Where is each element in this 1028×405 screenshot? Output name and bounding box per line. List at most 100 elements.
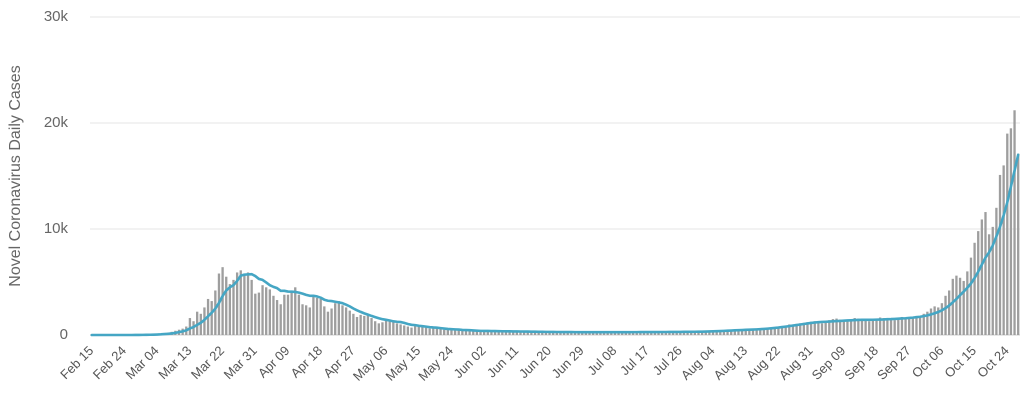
x-tick-label: Jun 02 — [450, 343, 488, 381]
bar — [464, 330, 468, 335]
bar — [515, 332, 519, 335]
bar — [548, 331, 551, 335]
bars — [126, 110, 1020, 335]
bar — [243, 273, 246, 335]
bar — [726, 330, 729, 335]
bar — [450, 329, 453, 335]
bar — [562, 332, 566, 335]
x-tick-label: Sep 09 — [809, 343, 849, 383]
bar — [657, 332, 660, 335]
bar — [842, 320, 845, 335]
bar — [573, 332, 577, 335]
bar — [326, 311, 330, 335]
bar — [559, 332, 562, 335]
bar — [646, 331, 649, 335]
bar — [519, 331, 522, 335]
bar — [225, 276, 228, 335]
x-tick-label: May 06 — [350, 343, 391, 384]
bar — [239, 270, 242, 335]
bar — [399, 324, 402, 335]
bar — [257, 292, 261, 335]
bar — [788, 324, 791, 335]
bar — [759, 329, 762, 335]
bar — [1006, 133, 1009, 335]
bar — [908, 318, 911, 335]
x-tick-label: Apr 09 — [255, 343, 293, 381]
bar — [886, 319, 889, 335]
y-tick-label: 20k — [44, 114, 69, 131]
y-tick-label: 30k — [44, 8, 69, 25]
bar — [675, 332, 678, 335]
bar — [795, 323, 798, 335]
bar — [196, 311, 199, 335]
bar — [849, 319, 853, 335]
bar — [428, 328, 431, 335]
bar — [682, 331, 686, 335]
bar — [446, 329, 449, 335]
bar — [232, 279, 235, 335]
bar — [312, 296, 315, 335]
bar — [319, 298, 322, 335]
bar — [304, 305, 308, 335]
bar — [384, 320, 388, 335]
bar — [526, 331, 529, 335]
bar — [188, 318, 192, 335]
bar — [715, 330, 718, 335]
x-tick-label: Aug 13 — [711, 343, 751, 383]
x-tick-label: Sep 18 — [841, 343, 881, 383]
x-tick-label: Oct 15 — [941, 343, 979, 381]
bar — [889, 319, 893, 335]
bar — [755, 329, 758, 335]
bar — [246, 272, 250, 335]
bar — [751, 329, 755, 335]
bar — [497, 331, 500, 335]
bar — [878, 317, 882, 335]
bar — [566, 332, 569, 335]
bar — [228, 284, 232, 335]
bar — [769, 327, 773, 335]
bar — [413, 325, 417, 335]
bar — [918, 316, 922, 335]
bar — [486, 330, 489, 335]
bar — [341, 305, 344, 335]
bar — [820, 323, 824, 335]
bar — [987, 234, 991, 335]
bar — [613, 332, 617, 335]
x-tick-label: Sep 27 — [874, 343, 914, 383]
bar — [530, 331, 533, 335]
bar — [261, 285, 264, 335]
bar — [461, 330, 464, 335]
bar — [1009, 128, 1013, 335]
bar — [279, 304, 282, 335]
bar — [544, 331, 548, 335]
bar — [762, 328, 766, 335]
bar — [453, 330, 457, 335]
bar — [570, 331, 573, 335]
bar — [355, 316, 359, 335]
bar — [555, 332, 558, 335]
bar — [403, 325, 406, 335]
bar — [868, 321, 871, 335]
bar — [588, 332, 591, 335]
bar — [693, 331, 697, 335]
bar — [922, 313, 925, 335]
bar — [940, 303, 944, 335]
bar — [272, 295, 275, 335]
bar — [221, 267, 224, 335]
bar — [813, 321, 816, 335]
bar — [635, 332, 638, 335]
bar — [784, 325, 787, 335]
x-tick-label: Aug 04 — [678, 343, 718, 383]
bar — [254, 293, 257, 335]
bar — [839, 319, 842, 335]
bar — [537, 332, 540, 335]
bar — [417, 326, 420, 335]
bar — [490, 331, 493, 335]
bar — [969, 257, 973, 335]
bar — [308, 307, 311, 335]
bar — [661, 331, 664, 335]
bar — [911, 316, 914, 335]
bar — [871, 320, 875, 335]
bar — [831, 319, 835, 335]
